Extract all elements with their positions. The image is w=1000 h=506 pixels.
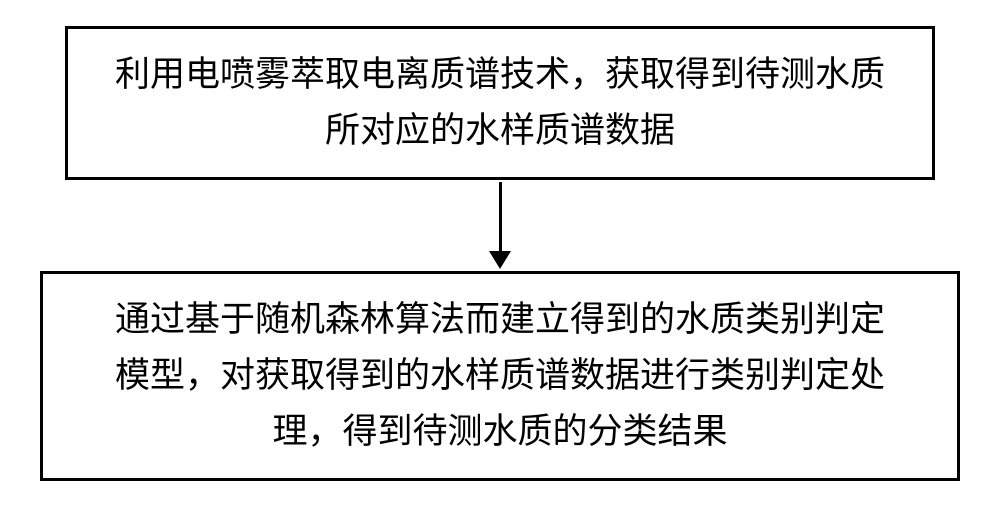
step1-line1: 利用电喷雾萃取电离质谱技术，获取得到待测水质 [98, 47, 902, 103]
flowchart-arrow [489, 182, 511, 269]
step2-line2: 模型，对获取得到的水样质谱数据进行类别判定处 [73, 348, 927, 404]
step2-line1: 通过基于随机森林算法而建立得到的水质类别判定 [73, 292, 927, 348]
flowchart-step-2: 通过基于随机森林算法而建立得到的水质类别判定 模型，对获取得到的水样质谱数据进行… [40, 271, 960, 481]
step2-line3: 理，得到待测水质的分类结果 [73, 404, 927, 460]
arrow-head-icon [489, 251, 511, 269]
arrow-line [499, 182, 502, 252]
flowchart-container: 利用电喷雾萃取电离质谱技术，获取得到待测水质 所对应的水样质谱数据 通过基于随机… [40, 26, 960, 481]
step1-line2: 所对应的水样质谱数据 [98, 103, 902, 159]
flowchart-step-1: 利用电喷雾萃取电离质谱技术，获取得到待测水质 所对应的水样质谱数据 [65, 26, 935, 180]
